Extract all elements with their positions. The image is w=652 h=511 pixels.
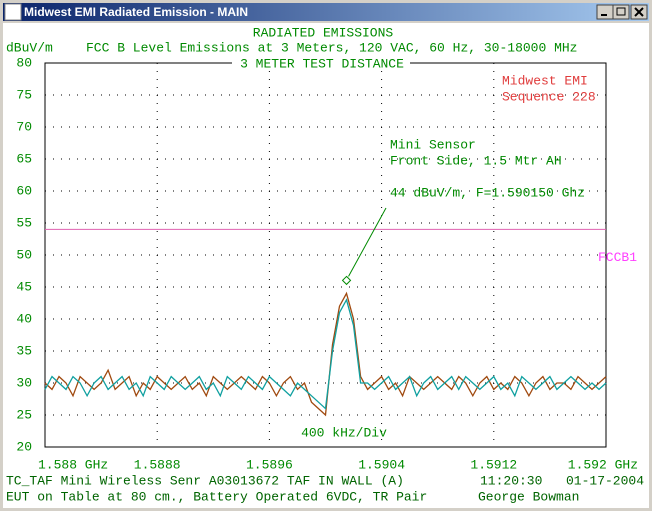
footer-text: 01-17-2004: [566, 473, 644, 488]
client-area: [3, 23, 649, 508]
division-label: 400 kHz/Div: [301, 425, 387, 440]
y-tick-label: 50: [16, 247, 32, 262]
peak-marker: [341, 275, 352, 286]
y-tick-label: 40: [16, 311, 32, 326]
y-tick-label: 20: [16, 439, 32, 454]
minimize-button[interactable]: [596, 4, 614, 20]
x-tick-label: 1.592 GHz: [568, 457, 638, 472]
y-axis-label: dBuV/m: [6, 40, 53, 55]
footer-text: 11:20:30: [480, 473, 542, 488]
y-tick-label: 65: [16, 151, 32, 166]
y-tick-label: 45: [16, 279, 32, 294]
limit-label: FCCB1: [598, 250, 637, 265]
note-bg: [232, 57, 410, 70]
y-tick-label: 80: [16, 55, 32, 70]
footer-text: George Bowman: [478, 489, 579, 504]
chart-title: RADIATED EMISSIONS: [253, 25, 394, 40]
x-tick-label: 1.5904: [358, 457, 405, 472]
y-tick-label: 30: [16, 375, 32, 390]
y-tick-label: 70: [16, 119, 32, 134]
chart: 20 25 30 35 40 45 50 55 60 65 70 75 80 1.588 GHz 1.588…: [6, 25, 644, 504]
y-tick-label: 55: [16, 215, 32, 230]
title-bar[interactable]: [3, 3, 649, 21]
y-tick-label: 25: [16, 407, 32, 422]
y-tick-label: 75: [16, 87, 32, 102]
annotation-text: Mini Sensor: [390, 137, 476, 152]
window-title: Midwest EMI Radiated Emission - MAIN: [24, 5, 248, 19]
annotation-text: Front Side, 1.5 Mtr AH: [390, 153, 562, 168]
trace: [44, 291, 607, 417]
y-tick-label: 35: [16, 343, 32, 358]
close-button[interactable]: [630, 4, 648, 20]
chart-subtitle: FCC B Level Emissions at 3 Meters, 120 V…: [86, 40, 577, 55]
x-tick-label: 1.5912: [470, 457, 517, 472]
app-icon: [4, 3, 22, 21]
x-tick-label: 1.588 GHz: [38, 457, 108, 472]
maximize-button[interactable]: [612, 4, 630, 20]
test-note: 3 METER TEST DISTANCE: [240, 56, 404, 71]
x-tick-label: 1.5888: [134, 457, 181, 472]
annotation-label: 44 dBuV/m, F=1.590150 Ghz: [390, 185, 585, 200]
company-label: Sequence 228: [502, 89, 596, 104]
footer-text: TC_TAF Mini Wireless Senr A03013672 TAF …: [6, 473, 404, 488]
x-tick-label: 1.5896: [246, 457, 293, 472]
company-label: Midwest EMI: [502, 73, 588, 88]
y-tick-label: 60: [16, 183, 32, 198]
footer-text: EUT on Table at 80 cm., Battery Operated…: [6, 489, 427, 504]
trace: [44, 298, 607, 410]
annotation-leader: [348, 207, 387, 277]
